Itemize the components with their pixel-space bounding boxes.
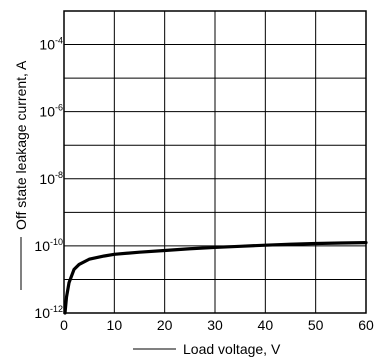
- y-tick-exponent: -12: [50, 304, 63, 314]
- y-tick-exponent: -6: [55, 103, 63, 113]
- y-tick-exponent: -10: [50, 237, 63, 247]
- y-tick-label: 10-6: [39, 103, 63, 120]
- x-tick-label: 60: [358, 317, 374, 333]
- x-axis-title-group: Load voltage, V: [133, 341, 281, 357]
- y-axis-title: Off state leakage current, A: [13, 60, 29, 230]
- y-tick-label: 10-10: [34, 237, 63, 254]
- x-tick-label: 40: [258, 317, 274, 333]
- y-tick-base: 10: [34, 305, 50, 321]
- y-tick-base: 10: [34, 238, 50, 254]
- y-tick-label: 10-8: [39, 170, 63, 187]
- plot-frame: [63, 10, 367, 314]
- y-tick-base: 10: [39, 104, 55, 120]
- x-axis-title: Load voltage, V: [183, 341, 281, 357]
- x-tick-label: 20: [157, 317, 173, 333]
- x-tick-labels: 0 10 20 30 40 50 60: [60, 317, 374, 333]
- y-tick-exponent: -4: [55, 36, 63, 46]
- x-tick-label: 50: [308, 317, 324, 333]
- x-tick-label: 0: [60, 317, 68, 333]
- y-tick-label: 10-12: [34, 304, 63, 321]
- y-axis-title-group: Off state leakage current, A: [13, 60, 29, 290]
- x-tick-label: 10: [107, 317, 123, 333]
- y-tick-exponent: -8: [55, 170, 63, 180]
- series-line: [63, 241, 368, 315]
- y-tick-label: 10-4: [39, 36, 63, 53]
- y-tick-base: 10: [39, 171, 55, 187]
- x-tick-label: 30: [207, 317, 223, 333]
- grid: [64, 11, 366, 313]
- y-tick-base: 10: [39, 37, 55, 53]
